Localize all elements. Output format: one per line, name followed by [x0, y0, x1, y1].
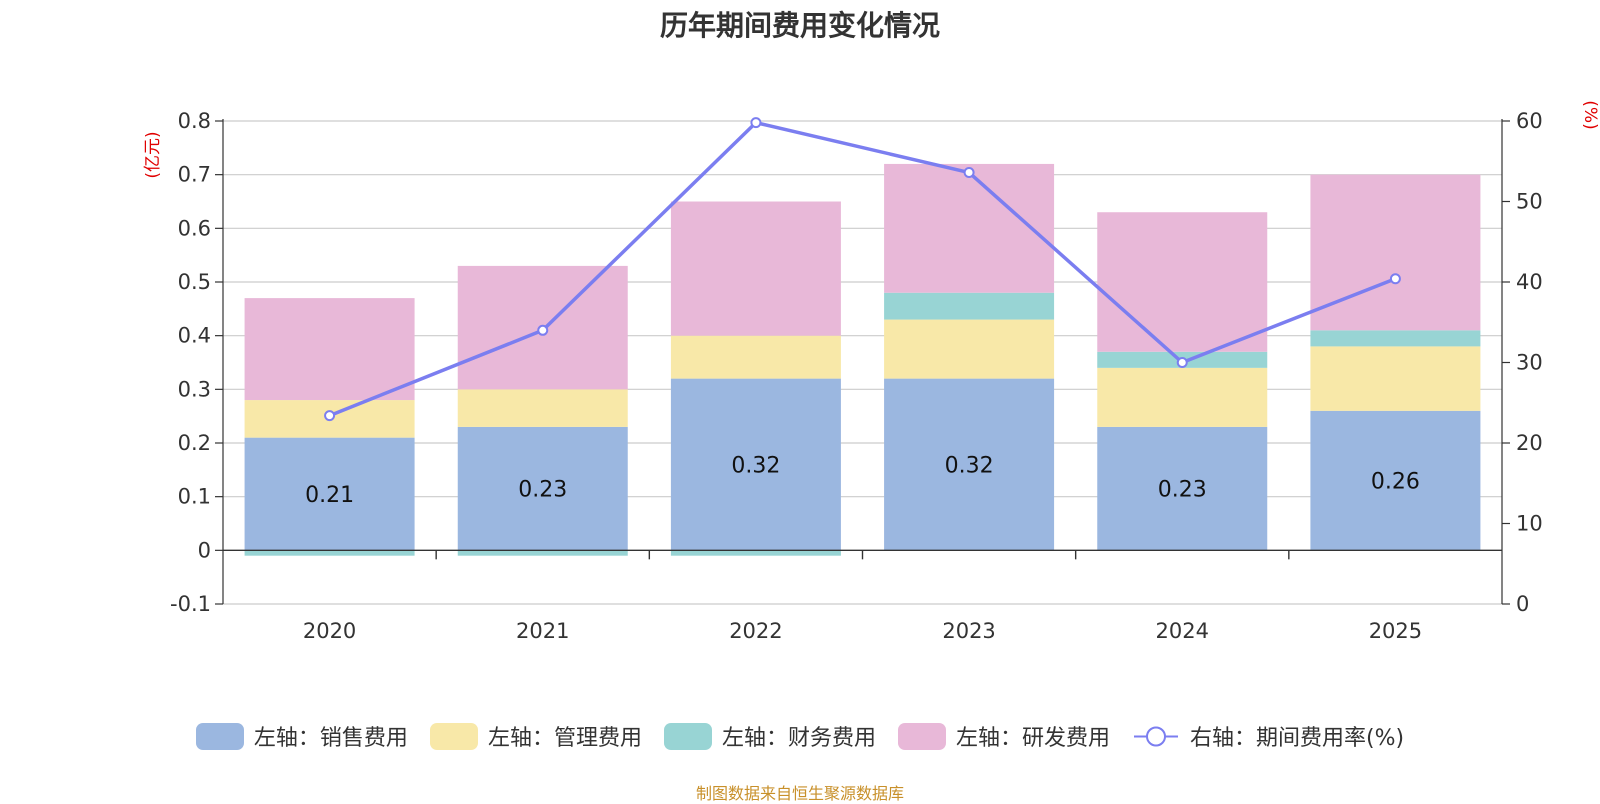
right-tick-label: 0 — [1516, 592, 1529, 616]
left-tick-label: 0.1 — [178, 485, 211, 509]
legend-label-rd: 左轴：研发费用 — [955, 726, 1110, 751]
legend-label-sales: 左轴：销售费用 — [253, 726, 408, 751]
x-tick-label-2023: 2023 — [942, 619, 995, 643]
bar-segment-admin-2024 — [1097, 367, 1268, 427]
legend-item-finance[interactable]: 左轴：财务费用 — [663, 720, 876, 752]
left-tick-label: 0.5 — [178, 270, 211, 294]
right-tick-label: 60 — [1516, 109, 1543, 133]
bar-segment-sales-2022 — [670, 378, 841, 551]
left-tick-label: 0.7 — [178, 163, 211, 187]
bar-data-label-2023: 0.32 — [945, 453, 994, 478]
left-tick-label: 0.3 — [178, 377, 211, 401]
right-axis-unit: (%) — [1580, 100, 1600, 129]
bar-data-label-2024: 0.23 — [1158, 478, 1207, 503]
right-tick-label: 30 — [1516, 351, 1543, 375]
bar-segment-rd-2024 — [1097, 212, 1268, 352]
chart-area: -0.1 0 0.1 0.2 0.3 0.4 0.5 0.6 0.7 0.8 0 10 20 30 40 50… — [143, 100, 1600, 643]
bar-segment-finance-2022 — [670, 550, 841, 556]
source-note: 制图数据来自恒生聚源数据库 — [695, 784, 904, 803]
legend-item-rd[interactable]: 左轴：研发费用 — [897, 720, 1110, 752]
legend-label-admin: 左轴：管理费用 — [487, 726, 642, 751]
bar-segment-rd-2023 — [884, 163, 1055, 293]
expense-rate-point-2024 — [1176, 357, 1188, 368]
legend-swatch-rd — [897, 722, 946, 750]
bar-segment-sales-2021 — [457, 426, 628, 551]
legend-swatch-finance — [663, 722, 712, 750]
bar-segment-finance-2021 — [457, 550, 628, 556]
bar-segment-sales-2023 — [884, 378, 1055, 551]
left-tick-label: 0.4 — [178, 324, 211, 348]
x-tick-label-2021: 2021 — [516, 619, 569, 643]
expense-rate-point-2020 — [324, 410, 336, 422]
legend-swatch-admin — [429, 722, 478, 750]
left-tick-label: -0.1 — [170, 592, 211, 616]
left-axis-unit: (亿元) — [143, 131, 163, 178]
bar-data-label-2025: 0.26 — [1371, 470, 1420, 495]
legend-label-expense-rate: 右轴：期间费用率(%) — [1189, 726, 1405, 751]
bar-segment-admin-2025 — [1310, 346, 1481, 411]
x-tick-label-2024: 2024 — [1156, 619, 1209, 643]
x-tick-label-2020: 2020 — [303, 619, 356, 643]
chart-title: 历年期间费用变化情况 — [659, 9, 940, 42]
bar-segment-admin-2022 — [670, 335, 841, 379]
legend-label-finance: 左轴：财务费用 — [721, 726, 876, 751]
bar-segment-finance-2020 — [244, 550, 415, 556]
left-tick-label: 0.2 — [178, 431, 211, 455]
bar-segment-rd-2022 — [670, 201, 841, 336]
legend: 左轴：销售费用 左轴：管理费用 左轴：财务费用 左轴：研发费用 右轴：期间费用率… — [0, 720, 1600, 752]
left-tick-label: 0 — [198, 538, 211, 562]
expense-rate-line — [328, 120, 1397, 418]
expense-rate-point-2021 — [537, 324, 549, 336]
bar-segment-finance-2025 — [1310, 330, 1481, 347]
right-tick-label: 40 — [1516, 270, 1543, 294]
right-tick-label: 10 — [1516, 512, 1543, 536]
legend-item-admin[interactable]: 左轴：管理费用 — [429, 720, 642, 752]
bar-segment-sales-2025 — [1310, 410, 1481, 551]
x-tick-label-2025: 2025 — [1369, 619, 1422, 643]
bar-segment-admin-2021 — [457, 389, 628, 427]
bar-data-label-2021: 0.23 — [518, 478, 567, 503]
legend-item-sales[interactable]: 左轴：销售费用 — [195, 720, 408, 752]
bar-segment-sales-2020 — [244, 437, 415, 551]
expense-rate-point-2023 — [963, 167, 975, 179]
bar-segment-sales-2024 — [1097, 426, 1268, 551]
bar-segment-admin-2023 — [884, 319, 1055, 379]
right-tick-label: 20 — [1516, 431, 1543, 455]
bar-segment-rd-2025 — [1310, 174, 1481, 331]
x-tick-label-2022: 2022 — [729, 619, 782, 643]
right-tick-label: 50 — [1516, 190, 1543, 214]
legend-swatch-sales — [195, 722, 244, 750]
legend-line-marker-icon — [1133, 726, 1178, 746]
left-tick-label: 0.8 — [178, 109, 211, 133]
bar-data-label-2022: 0.32 — [731, 453, 780, 478]
bar-data-label-2020: 0.21 — [305, 483, 354, 508]
expense-rate-point-2022 — [750, 117, 762, 129]
legend-item-expense-rate[interactable]: 右轴：期间费用率(%) — [1132, 720, 1404, 752]
left-tick-label: 0.6 — [178, 216, 211, 240]
bar-segment-rd-2020 — [244, 298, 415, 401]
bar-segment-finance-2023 — [884, 292, 1055, 320]
expense-rate-point-2025 — [1389, 273, 1401, 285]
